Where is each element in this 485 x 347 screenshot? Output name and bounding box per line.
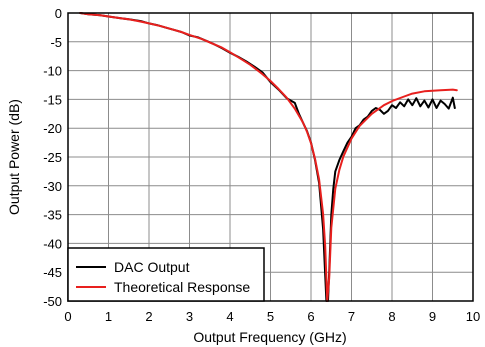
x-axis-title: Output Frequency (GHz) <box>193 329 346 345</box>
y-tick-labels: 0 -5 -10 -15 -20 -25 -30 -35 -40 -45 -50 <box>43 6 62 309</box>
x-tick-label: 2 <box>145 309 152 324</box>
y-tick-label: -25 <box>43 150 62 165</box>
y-tick-label: -50 <box>43 294 62 309</box>
legend-label-theoretical-response: Theoretical Response <box>114 279 250 295</box>
y-tick-label: 0 <box>55 6 62 21</box>
x-tick-label: 7 <box>348 309 355 324</box>
x-tick-label: 4 <box>226 309 233 324</box>
y-tick-label: -30 <box>43 179 62 194</box>
y-tick-label: -45 <box>43 265 62 280</box>
x-tick-label: 8 <box>388 309 395 324</box>
y-axis-title: Output Power (dB) <box>6 99 22 215</box>
x-tick-label: 3 <box>186 309 193 324</box>
y-tick-label: -35 <box>43 208 62 223</box>
x-tick-label: 10 <box>466 309 480 324</box>
series-line-theoretical-response <box>79 12 458 302</box>
x-tick-label: 6 <box>307 309 314 324</box>
legend-label-dac-output: DAC Output <box>114 259 190 275</box>
y-tick-label: -5 <box>50 35 62 50</box>
x-tick-label: 9 <box>429 309 436 324</box>
plot-frame <box>67 12 474 302</box>
legend: DAC Output Theoretical Response <box>67 247 265 302</box>
x-tick-label: 1 <box>105 309 112 324</box>
x-tick-label: 0 <box>64 309 71 324</box>
x-tick-label: 5 <box>267 309 274 324</box>
y-tick-label: -20 <box>43 121 62 136</box>
legend-box <box>67 247 265 302</box>
y-tick-label: -40 <box>43 236 62 251</box>
grid <box>68 13 473 301</box>
y-tick-label: -15 <box>43 92 62 107</box>
y-tick-label: -10 <box>43 64 62 79</box>
x-tick-labels: 0 1 2 3 4 5 6 7 8 9 10 <box>64 309 480 324</box>
